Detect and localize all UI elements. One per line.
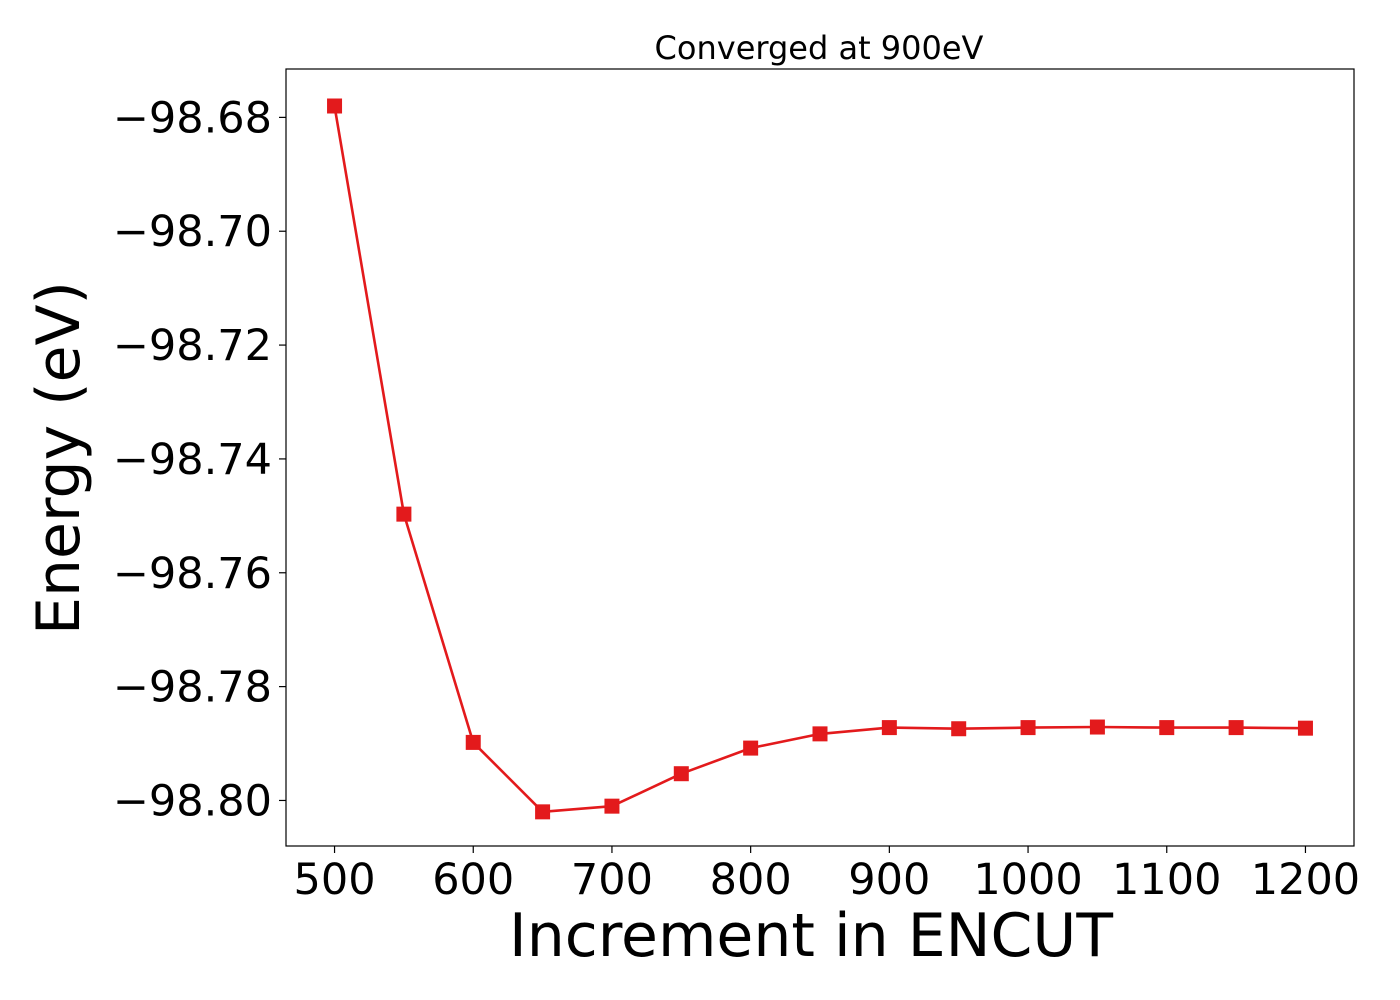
x-tick-label: 700 <box>571 855 653 905</box>
x-tick-label: 500 <box>294 855 376 905</box>
data-point <box>881 720 897 736</box>
y-tick-label: −98.68 <box>113 93 272 143</box>
data-point <box>812 726 828 742</box>
x-tick-label: 800 <box>710 855 792 905</box>
chart-title: Converged at 900eV <box>655 29 984 67</box>
x-axis-title: Increment in ENCUT <box>509 901 1113 971</box>
data-point <box>1228 720 1244 736</box>
data-point <box>743 740 759 756</box>
y-tick-label: −98.72 <box>113 321 272 371</box>
data-point <box>951 721 967 737</box>
x-tick-label: 900 <box>848 855 930 905</box>
data-point <box>604 798 620 814</box>
data-point <box>465 734 481 750</box>
data-point <box>327 98 343 114</box>
series-layer <box>327 98 1313 820</box>
data-point <box>1159 720 1175 736</box>
data-point <box>396 506 412 522</box>
x-tick-label: 1100 <box>1112 855 1221 905</box>
y-tick-label: −98.78 <box>113 663 272 713</box>
data-point <box>1297 720 1313 736</box>
data-point <box>535 804 551 820</box>
x-tick-label: 600 <box>432 855 514 905</box>
x-tick-label: 1000 <box>973 855 1082 905</box>
y-tick-label: −98.70 <box>113 207 272 257</box>
data-point <box>1089 719 1105 735</box>
y-axis-title: Energy (eV) <box>24 281 94 635</box>
y-tick-label: −98.76 <box>113 549 272 599</box>
y-tick-label: −98.74 <box>113 435 272 485</box>
ticks-layer: 500 600 700 800 900 1000 1100 1200 −98.68 −98.70 −… <box>113 93 1360 905</box>
data-point <box>673 766 689 782</box>
y-tick-label: −98.80 <box>113 776 272 826</box>
data-point <box>1020 720 1036 736</box>
x-tick-label: 1200 <box>1251 855 1360 905</box>
plot-frame <box>285 68 1355 847</box>
